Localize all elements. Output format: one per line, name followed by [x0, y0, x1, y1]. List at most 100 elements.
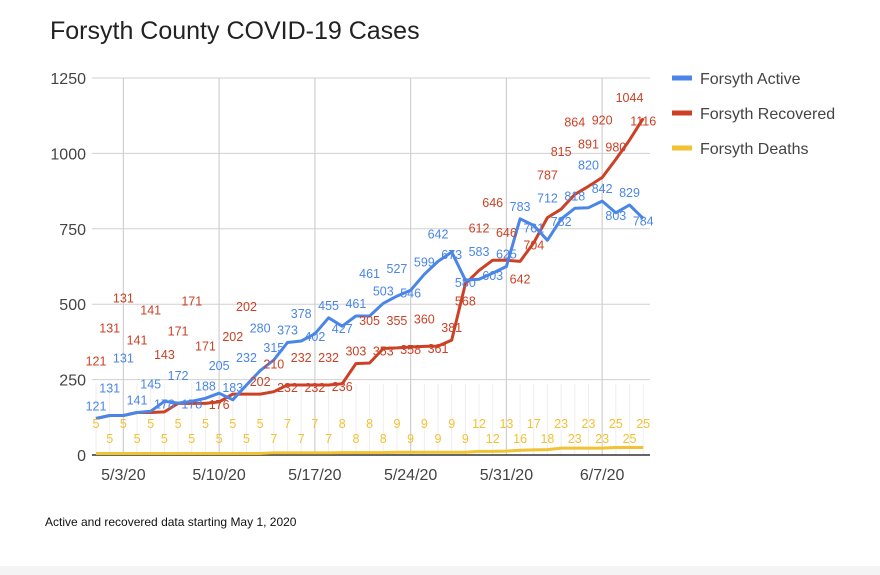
data-label: 673 — [441, 248, 462, 262]
data-label: 358 — [400, 343, 421, 357]
data-label: 580 — [455, 276, 476, 290]
data-label: 315 — [263, 341, 284, 355]
y-tick-label: 1000 — [50, 146, 86, 163]
data-label: 583 — [469, 245, 490, 259]
data-label: 980 — [605, 140, 626, 154]
chart-title: Forsyth County COVID-19 Cases — [50, 17, 420, 45]
data-label: 9 — [421, 417, 428, 431]
data-label: 141 — [127, 393, 148, 407]
data-label: 603 — [482, 269, 503, 283]
data-label: 143 — [154, 348, 175, 362]
y-tick-label: 250 — [59, 373, 86, 390]
data-label: 5 — [120, 417, 127, 431]
data-label: 864 — [564, 115, 585, 129]
data-label: 612 — [469, 221, 490, 235]
data-label: 25 — [609, 417, 623, 431]
data-label: 353 — [373, 345, 394, 359]
data-label: 5 — [161, 432, 168, 446]
data-label: 232 — [318, 351, 339, 365]
data-label: 461 — [345, 297, 366, 311]
data-label: 23 — [568, 432, 582, 446]
data-label: 7 — [284, 417, 291, 431]
data-label: 5 — [257, 417, 264, 431]
data-label: 131 — [99, 381, 120, 395]
data-label: 303 — [345, 345, 366, 359]
data-label: 13 — [499, 417, 513, 431]
data-label: 171 — [195, 339, 216, 353]
data-label: 599 — [414, 255, 435, 269]
data-label: 546 — [400, 286, 421, 300]
data-label: 783 — [510, 200, 531, 214]
data-label: 815 — [551, 145, 572, 159]
data-label: 205 — [209, 359, 230, 373]
data-label: 427 — [332, 322, 353, 336]
y-tick-label: 750 — [59, 222, 86, 239]
data-label: 455 — [318, 299, 339, 313]
data-label: 23 — [582, 417, 596, 431]
data-label: 121 — [86, 355, 107, 369]
data-label: 141 — [140, 303, 161, 317]
x-tick-label: 5/3/20 — [101, 467, 146, 484]
data-label: 784 — [633, 215, 654, 229]
data-label: 818 — [564, 189, 585, 203]
data-label: 9 — [407, 432, 414, 446]
data-label: 704 — [523, 239, 544, 253]
y-tick-label: 0 — [77, 448, 86, 465]
data-label: 8 — [339, 417, 346, 431]
data-label: 280 — [250, 322, 271, 336]
data-label: 25 — [636, 417, 650, 431]
x-tick-label: 5/17/20 — [288, 467, 341, 484]
data-label: 5 — [229, 417, 236, 431]
data-label: 7 — [270, 432, 277, 446]
data-label: 305 — [359, 314, 380, 328]
data-label: 8 — [380, 432, 387, 446]
data-label: 829 — [619, 186, 640, 200]
data-label: 8 — [352, 432, 359, 446]
data-label: 5 — [175, 417, 182, 431]
data-label: 7 — [298, 432, 305, 446]
data-label: 171 — [181, 294, 202, 308]
data-label: 1116 — [630, 114, 656, 128]
data-label: 202 — [222, 330, 243, 344]
data-label: 171 — [168, 324, 189, 338]
data-label: 646 — [496, 226, 517, 240]
data-label: 12 — [472, 417, 486, 431]
data-label: 12 — [486, 432, 500, 446]
data-label: 121 — [86, 400, 107, 414]
data-label: 178 — [181, 397, 202, 411]
data-label: 8 — [366, 417, 373, 431]
data-label: 5 — [93, 417, 100, 431]
x-tick-label: 5/31/20 — [480, 467, 533, 484]
data-label: 17 — [527, 417, 541, 431]
data-label: 646 — [482, 196, 503, 210]
data-label: 5 — [134, 432, 141, 446]
data-label: 920 — [592, 114, 613, 128]
x-tick-label: 5/24/20 — [384, 467, 437, 484]
data-label: 9 — [462, 432, 469, 446]
data-label: 360 — [414, 312, 435, 326]
data-label: 355 — [387, 314, 408, 328]
data-label: 232 — [291, 351, 312, 365]
data-label: 23 — [554, 417, 568, 431]
data-label: 842 — [592, 182, 613, 196]
data-label: 210 — [263, 358, 284, 372]
data-label: 25 — [623, 432, 637, 446]
data-label: 503 — [373, 284, 394, 298]
legend-label: Forsyth Active — [700, 71, 801, 88]
data-label: 176 — [209, 398, 230, 412]
data-label: 7 — [325, 432, 332, 446]
data-label: 761 — [523, 221, 544, 235]
y-tick-label: 1250 — [50, 71, 86, 88]
data-label: 232 — [236, 351, 257, 365]
data-label: 131 — [113, 351, 134, 365]
y-tick-label: 500 — [59, 297, 86, 314]
data-label: 527 — [387, 262, 408, 276]
data-label: 145 — [140, 377, 161, 391]
x-tick-label: 6/7/20 — [580, 467, 625, 484]
data-label: 5 — [216, 432, 223, 446]
chart-caption: Active and recovered data starting May 1… — [45, 515, 297, 529]
data-label: 378 — [291, 307, 312, 321]
legend-label: Forsyth Recovered — [700, 106, 835, 123]
series-line-forsyth-deaths — [96, 446, 644, 455]
data-label: 131 — [113, 291, 134, 305]
